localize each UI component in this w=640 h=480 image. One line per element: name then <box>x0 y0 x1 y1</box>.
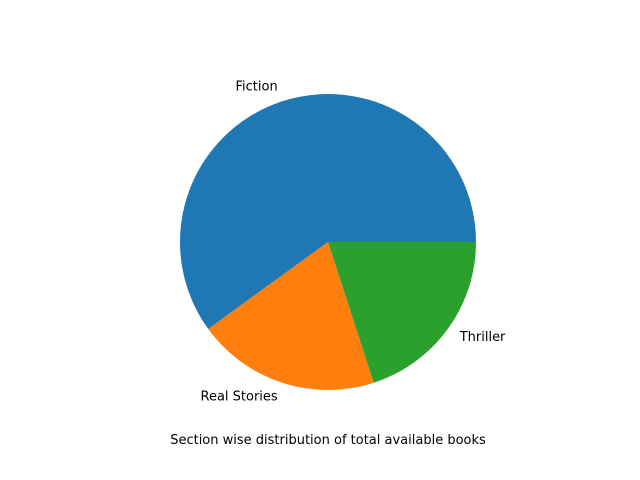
pie-slices <box>180 93 476 391</box>
pie-slice-fiction <box>180 93 476 329</box>
pie-slice-real-stories <box>208 242 374 391</box>
slice-labels: Fiction Real Stories Thriller <box>201 80 507 405</box>
pie-slice-thriller <box>328 242 476 383</box>
slice-label-fiction: Fiction <box>235 80 277 95</box>
chart-caption: Section wise distribution of total avail… <box>170 433 486 448</box>
slice-label-thriller: Thriller <box>459 330 506 345</box>
slice-label-real-stories: Real Stories <box>201 389 278 404</box>
